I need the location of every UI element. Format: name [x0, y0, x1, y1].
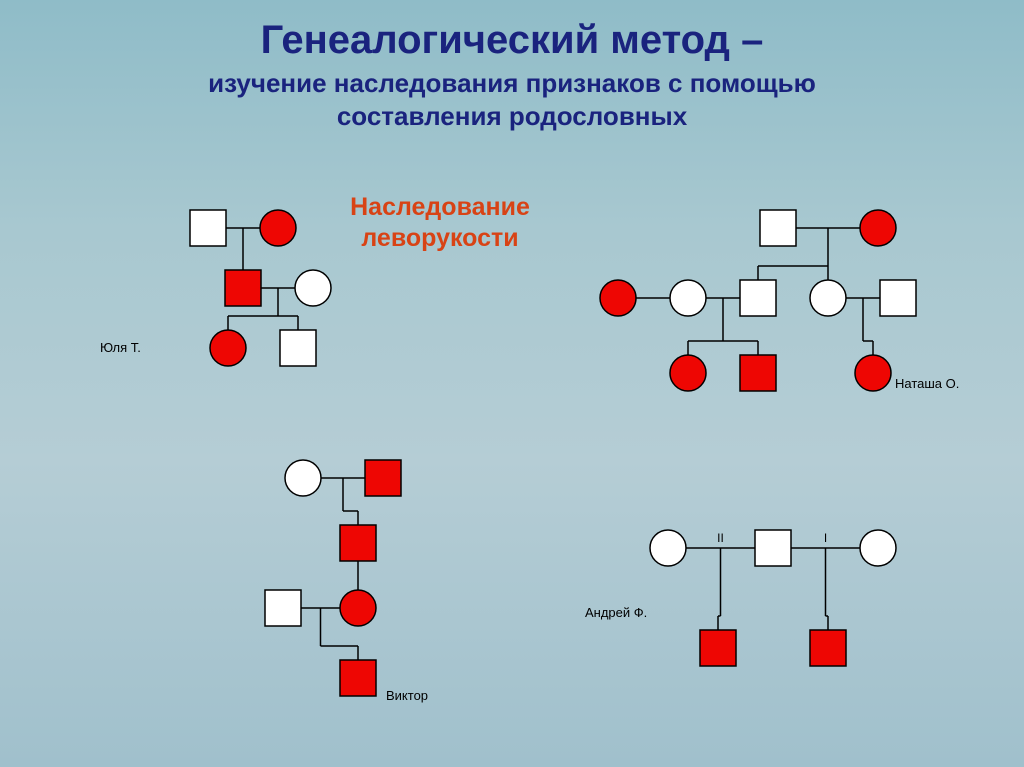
pedigree-female	[260, 210, 296, 246]
pedigree-label-yulia: Юля Т.	[100, 340, 141, 355]
pedigree-label-natasha: Наташа О.	[895, 376, 959, 391]
pedigree-male	[225, 270, 261, 306]
pedigree-male	[190, 210, 226, 246]
title-sub: изучение наследования признаков с помощь…	[0, 67, 1024, 132]
pedigree-lines	[301, 478, 365, 660]
pedigree-male	[740, 355, 776, 391]
pedigree-female	[810, 280, 846, 316]
pedigree-male	[760, 210, 796, 246]
pedigree-male	[880, 280, 916, 316]
pedigree-female	[650, 530, 686, 566]
pedigree-andrey: III	[600, 510, 960, 710]
pedigree-female	[285, 460, 321, 496]
svg-text:II: II	[717, 531, 724, 545]
slide-title: Генеалогический метод – изучение наследо…	[0, 0, 1024, 132]
pedigree-female	[670, 280, 706, 316]
pedigree-female	[210, 330, 246, 366]
pedigree-male	[280, 330, 316, 366]
pedigree-female	[670, 355, 706, 391]
pedigree-male	[365, 460, 401, 496]
pedigree-female	[860, 530, 896, 566]
pedigree-male	[340, 660, 376, 696]
pedigree-female	[860, 210, 896, 246]
pedigree-male	[700, 630, 736, 666]
pedigree-yulia	[150, 190, 370, 390]
pedigree-female	[855, 355, 891, 391]
pedigree-label-viktor: Виктор	[386, 688, 428, 703]
pedigree-viktor	[245, 440, 465, 720]
svg-text:I: I	[824, 531, 827, 545]
pedigree-male	[265, 590, 301, 626]
pedigree-female	[340, 590, 376, 626]
pedigree-male	[340, 525, 376, 561]
title-main: Генеалогический метод –	[0, 18, 1024, 63]
pedigree-female	[600, 280, 636, 316]
pedigree-label-andrey: Андрей Ф.	[585, 605, 647, 620]
pedigree-male	[810, 630, 846, 666]
pedigree-female	[295, 270, 331, 306]
pedigree-male	[755, 530, 791, 566]
pedigree-male	[740, 280, 776, 316]
